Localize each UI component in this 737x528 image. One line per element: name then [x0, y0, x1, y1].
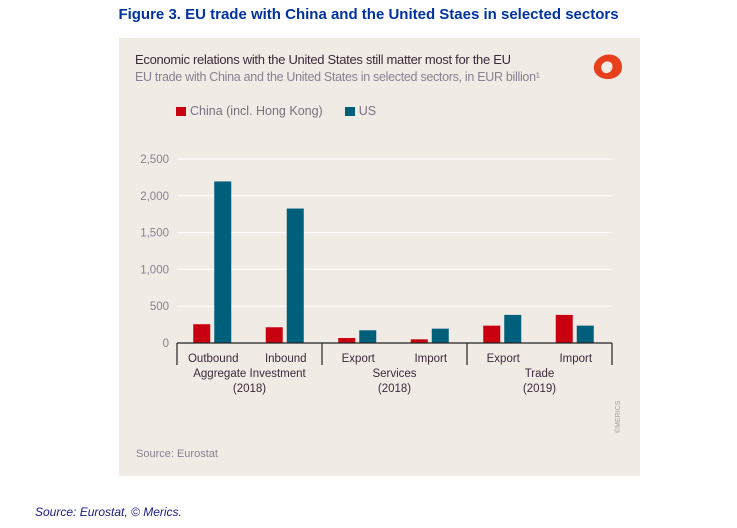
group-year: (2019): [523, 383, 556, 395]
chart-subtitle: EU trade with China and the United State…: [135, 70, 540, 84]
y-tick-label: 1,500: [140, 228, 169, 240]
bar-us: [286, 208, 304, 343]
bar-us: [504, 314, 522, 343]
bar-china: [265, 327, 283, 343]
y-tick-label: 2,500: [140, 154, 169, 166]
bar-us: [214, 181, 232, 343]
bar-china: [555, 314, 573, 343]
group-label: Services: [372, 368, 416, 380]
credit: ©MERICS: [615, 400, 622, 433]
x-tick-label: Export: [487, 353, 521, 365]
chart-title: Economic relations with the United State…: [135, 52, 511, 67]
x-tick-label: Inbound: [265, 353, 307, 365]
bar-chart-plot: 0 500 1,000 1,500 2,000 2,500 Outbound Inbound E…: [140, 154, 613, 395]
x-tick-label: Import: [559, 353, 592, 365]
bar-us: [576, 325, 594, 343]
y-tick-label: 1,000: [140, 264, 169, 276]
bar-us: [359, 330, 377, 343]
y-tick-label: 2,000: [140, 191, 169, 203]
bar-china: [410, 339, 428, 343]
x-tick-label: Outbound: [188, 353, 239, 365]
y-tick-label: 0: [163, 338, 169, 350]
merics-logo-icon: [593, 54, 623, 80]
legend-swatch-china: [176, 106, 186, 116]
figure-source: Source: Eurostat, © Merics.: [35, 505, 182, 519]
legend-label-china: China (incl. Hong Kong): [190, 104, 323, 118]
group-year: (2018): [233, 383, 266, 395]
figure-title: Figure 3. EU trade with China and the Un…: [118, 6, 619, 23]
chart-panel: Economic relations with the United State…: [119, 38, 640, 476]
bar-china: [483, 325, 501, 343]
chart-source: Source: Eurostat: [136, 448, 218, 460]
y-tick-label: 500: [150, 301, 169, 313]
legend-label-us: US: [358, 104, 377, 118]
x-tick-label: Export: [342, 353, 376, 365]
group-year: (2018): [378, 383, 411, 395]
group-label: Trade: [525, 368, 555, 380]
bar-china: [338, 337, 356, 343]
bar-us: [431, 328, 449, 343]
bar-china: [193, 324, 211, 343]
group-label: Aggregate Investment: [193, 368, 306, 380]
legend: China (incl. Hong Kong) US: [176, 104, 376, 118]
legend-swatch-us: [344, 106, 355, 116]
x-tick-label: Import: [414, 353, 447, 365]
